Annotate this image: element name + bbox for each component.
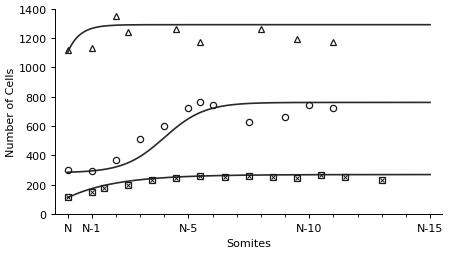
X-axis label: Somites: Somites: [226, 239, 271, 248]
Y-axis label: Number of Cells: Number of Cells: [5, 67, 16, 156]
